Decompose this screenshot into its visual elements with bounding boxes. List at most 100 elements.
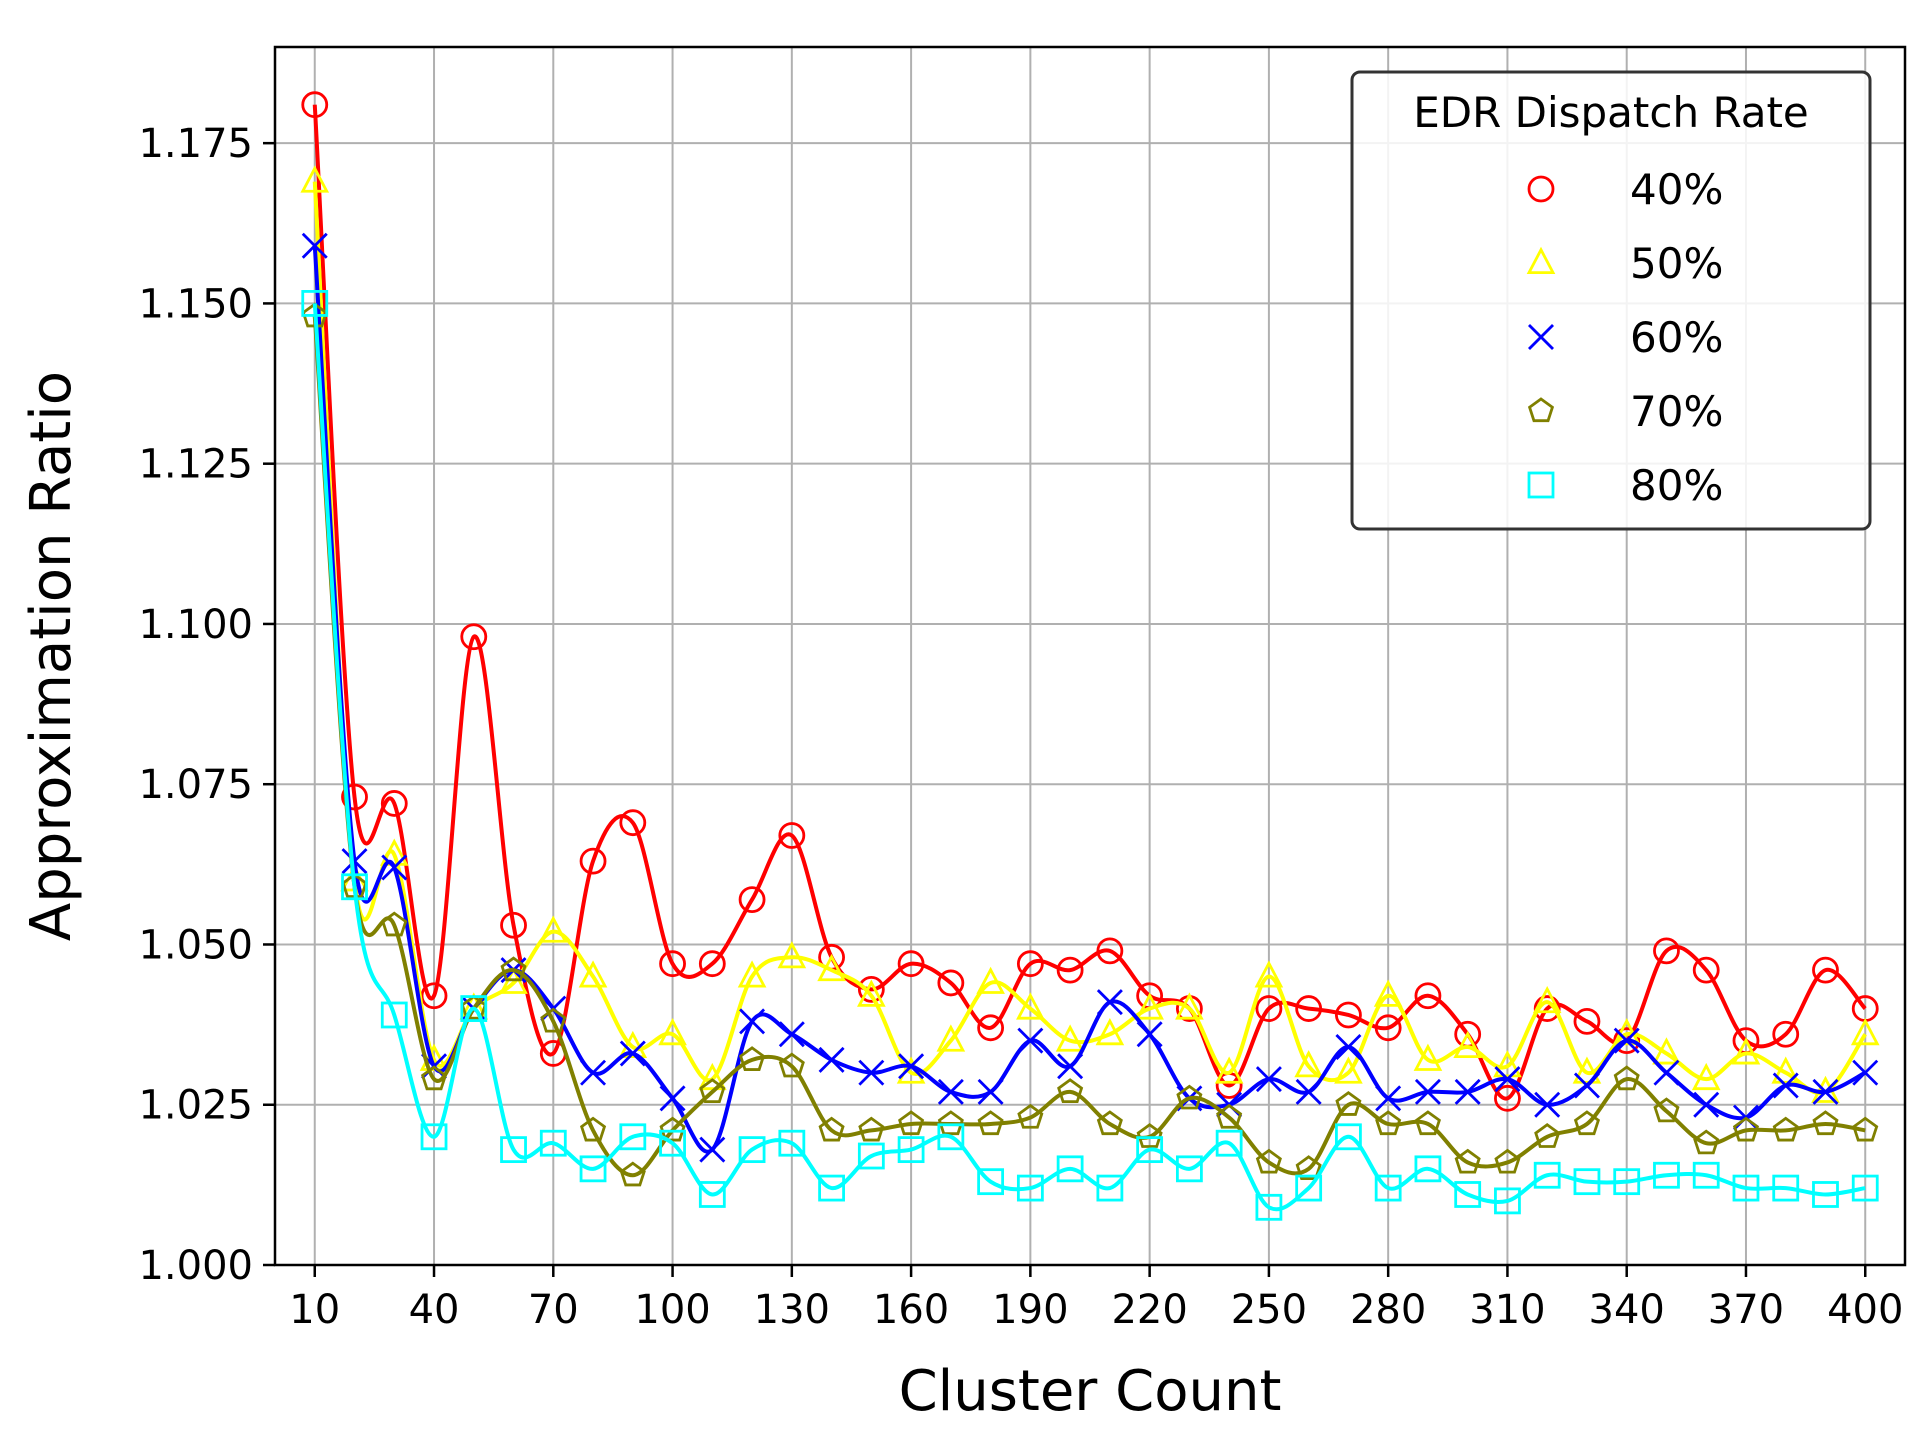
marker-stroke (778, 1021, 805, 1048)
data-point (1731, 1037, 1761, 1065)
data-point (1055, 1024, 1085, 1052)
data-point (1255, 1148, 1282, 1174)
legend-marker (1527, 471, 1555, 499)
data-point (1454, 1078, 1481, 1105)
data-point (1573, 1072, 1600, 1099)
data-point (1255, 995, 1283, 1022)
data-point (1454, 1148, 1481, 1174)
data-point (500, 956, 527, 982)
data-point (1136, 1021, 1163, 1048)
legend-label: 40% (1630, 165, 1723, 214)
data-point (738, 1136, 766, 1164)
data-point (578, 960, 608, 988)
data-point (937, 969, 965, 997)
y-tick-label: 1.175 (138, 121, 253, 167)
x-tick-label: 400 (1827, 1287, 1903, 1333)
data-point (777, 941, 807, 969)
marker-stroke (1653, 1059, 1680, 1086)
marker-stroke (937, 1078, 964, 1105)
y-tick-label: 1.050 (138, 922, 253, 968)
data-point (1136, 1136, 1164, 1164)
data-point (1215, 1129, 1243, 1157)
x-tick-label: 280 (1350, 1287, 1426, 1333)
data-point (1295, 1155, 1322, 1180)
x-tick-label: 130 (754, 1287, 830, 1333)
data-point (1732, 1174, 1760, 1202)
marker-stroke (1414, 1078, 1441, 1105)
data-point (977, 1014, 1005, 1042)
data-point (1057, 1078, 1084, 1104)
data-point (977, 1110, 1004, 1136)
data-point (1096, 989, 1123, 1016)
data-point (1255, 1193, 1283, 1221)
data-point (659, 1129, 686, 1157)
data-point (1772, 1020, 1800, 1048)
data-point (301, 91, 329, 119)
series-line (312, 104, 1867, 1101)
marker-stroke (580, 1059, 607, 1086)
x-tick-label: 340 (1589, 1287, 1665, 1333)
data-point (580, 1059, 607, 1086)
marker-stroke (699, 1136, 726, 1163)
series-line (312, 303, 1866, 1212)
data-point (737, 960, 767, 988)
data-point (738, 886, 766, 913)
data-point (778, 822, 806, 849)
data-point (619, 1161, 646, 1187)
data-point (1653, 1059, 1680, 1086)
data-point (1772, 1072, 1799, 1099)
legend-item: 50% (1526, 239, 1723, 288)
data-point (1017, 1103, 1044, 1129)
x-axis-title: Cluster Count (899, 1359, 1282, 1424)
data-point (1016, 1174, 1044, 1202)
data-point (857, 975, 885, 1003)
data-point (699, 1136, 726, 1163)
y-tick-label: 1.125 (138, 442, 253, 488)
data-point (1653, 1097, 1680, 1123)
data-point (1294, 1050, 1323, 1078)
marker-stroke (341, 848, 368, 875)
data-point (739, 1008, 766, 1035)
data-point (1255, 1066, 1282, 1093)
data-point (1772, 1174, 1800, 1202)
data-point (1494, 1187, 1521, 1215)
data-point (1374, 1014, 1402, 1042)
marker-stroke (1613, 1027, 1640, 1054)
data-point (1494, 1084, 1521, 1112)
data-point (341, 848, 368, 875)
data-point (380, 1001, 408, 1029)
data-point (697, 1062, 727, 1091)
marker-stroke (1454, 1078, 1481, 1105)
data-point (937, 1110, 964, 1136)
data-point (1573, 1008, 1601, 1035)
data-point (1375, 1110, 1402, 1136)
legend-marker (1527, 175, 1555, 203)
data-point (1494, 1148, 1521, 1174)
legend-label: 60% (1630, 313, 1723, 362)
data-point (420, 982, 448, 1010)
data-point (1454, 1181, 1482, 1208)
data-point (1413, 1043, 1443, 1071)
data-point (1573, 1110, 1601, 1136)
marker-stroke (1693, 1091, 1720, 1118)
data-point (1692, 1161, 1720, 1189)
data-point (1652, 1037, 1681, 1065)
data-point (301, 290, 329, 317)
data-point (500, 1136, 527, 1164)
legend-label: 70% (1630, 387, 1723, 436)
data-point (1214, 1056, 1244, 1084)
data-point (1295, 1174, 1323, 1202)
x-tick-label: 160 (873, 1287, 949, 1333)
data-point (1096, 1110, 1123, 1136)
marker-stroke (619, 1040, 646, 1067)
data-point (1335, 1123, 1362, 1151)
marker-stroke (301, 232, 328, 259)
legend-marker (1526, 246, 1556, 275)
y-tick-label: 1.075 (138, 762, 253, 808)
data-point (1135, 992, 1164, 1020)
legend-item: 40% (1527, 165, 1723, 214)
data-point (937, 1123, 965, 1151)
data-point (1693, 1091, 1720, 1118)
x-tick-label: 250 (1231, 1287, 1307, 1333)
